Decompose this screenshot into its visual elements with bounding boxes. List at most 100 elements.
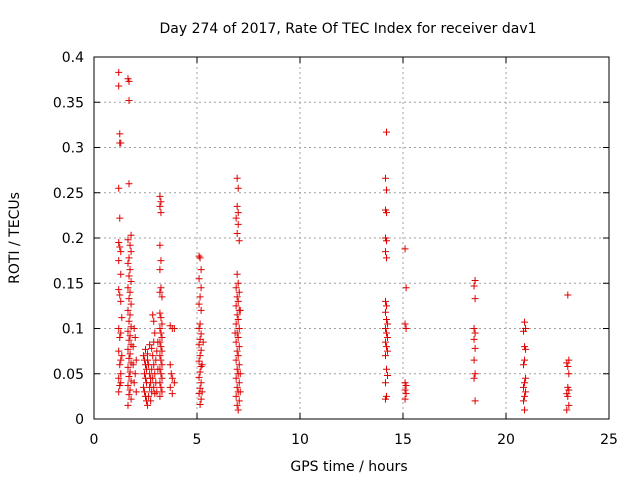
- data-point: [402, 325, 410, 332]
- data-point: [383, 237, 391, 245]
- data-point: [235, 237, 243, 245]
- data-point: [232, 392, 240, 400]
- data-point: [196, 384, 204, 392]
- data-point: [471, 295, 479, 303]
- data-point: [235, 379, 243, 387]
- data-point: [127, 323, 135, 331]
- data-point: [233, 174, 241, 182]
- data-point: [127, 395, 135, 403]
- data-point: [234, 209, 242, 217]
- data-point: [115, 257, 123, 265]
- data-point: [167, 370, 175, 378]
- data-point: [234, 220, 242, 228]
- data-point: [158, 347, 166, 355]
- data-point: [564, 363, 572, 371]
- data-point: [402, 284, 410, 292]
- data-point: [520, 361, 528, 369]
- data-point: [166, 361, 174, 369]
- data-point: [470, 335, 478, 343]
- data-point: [381, 174, 389, 182]
- y-tick-label: 0.4: [62, 50, 84, 66]
- x-tick-label: 0: [90, 432, 99, 448]
- data-point: [158, 293, 166, 301]
- data-point: [565, 386, 573, 394]
- data-point: [142, 345, 149, 353]
- data-point: [115, 325, 123, 332]
- data-point: [127, 300, 135, 308]
- data-point: [158, 361, 166, 369]
- data-point: [381, 325, 389, 332]
- data-point: [197, 330, 205, 338]
- data-point: [116, 243, 124, 251]
- data-point: [197, 346, 205, 354]
- axis-ticks: 0 5 10 15 20 25 0 0.05 0.1 0.15 0.2 0.25 0.3 0.35 0.4: [53, 50, 618, 448]
- data-point: [401, 395, 409, 403]
- data-point: [195, 275, 203, 283]
- y-tick-label: 0.15: [53, 276, 84, 292]
- data-point: [116, 361, 124, 369]
- y-tick-label: 0.25: [53, 186, 84, 202]
- data-point: [381, 297, 389, 305]
- data-points: [115, 68, 573, 414]
- data-point: [126, 288, 134, 296]
- data-point: [125, 354, 133, 362]
- data-point: [124, 363, 132, 371]
- data-point: [157, 284, 165, 292]
- data-point: [197, 284, 205, 292]
- data-point: [115, 347, 123, 355]
- data-point: [234, 297, 242, 305]
- data-point: [150, 361, 158, 369]
- data-point: [126, 368, 134, 376]
- data-point: [233, 270, 241, 278]
- data-point: [157, 356, 165, 364]
- data-point: [116, 130, 124, 138]
- data-point: [197, 379, 205, 387]
- data-point: [124, 382, 132, 390]
- data-point: [126, 386, 134, 394]
- data-point: [126, 311, 134, 319]
- x-tick-label: 10: [291, 432, 309, 448]
- data-point: [156, 338, 164, 346]
- data-point: [520, 327, 528, 335]
- data-point: [125, 272, 133, 280]
- data-point: [195, 252, 203, 260]
- data-point: [151, 370, 159, 378]
- data-point: [127, 248, 135, 256]
- data-point: [117, 248, 125, 256]
- data-point: [196, 254, 204, 262]
- data-point: [126, 332, 134, 340]
- data-point: [383, 365, 391, 373]
- data-point: [115, 239, 123, 247]
- data-point: [116, 214, 124, 222]
- data-point: [168, 374, 176, 382]
- data-point: [383, 315, 391, 323]
- data-point: [195, 341, 203, 349]
- y-tick-label: 0.3: [62, 141, 84, 157]
- data-point: [401, 245, 409, 253]
- data-point: [124, 327, 132, 335]
- data-point: [402, 382, 410, 390]
- x-tick-label: 25: [600, 432, 618, 448]
- data-point: [236, 370, 244, 378]
- data-point: [196, 401, 204, 409]
- data-point: [383, 254, 391, 262]
- data-point: [563, 359, 571, 367]
- data-point: [232, 338, 240, 346]
- data-point: [131, 334, 139, 342]
- data-point: [127, 231, 135, 239]
- data-point: [158, 320, 166, 328]
- data-point: [384, 334, 392, 342]
- data-point: [470, 374, 478, 382]
- data-point: [383, 302, 391, 310]
- data-point: [144, 356, 152, 364]
- data-point: [115, 374, 123, 382]
- data-point: [156, 309, 164, 317]
- data-point: [471, 370, 479, 378]
- data-point: [196, 293, 204, 301]
- data-point: [149, 374, 157, 382]
- data-point: [195, 325, 203, 332]
- data-point: [117, 370, 125, 378]
- data-point: [157, 257, 165, 265]
- data-point: [521, 379, 529, 387]
- data-point: [381, 308, 389, 316]
